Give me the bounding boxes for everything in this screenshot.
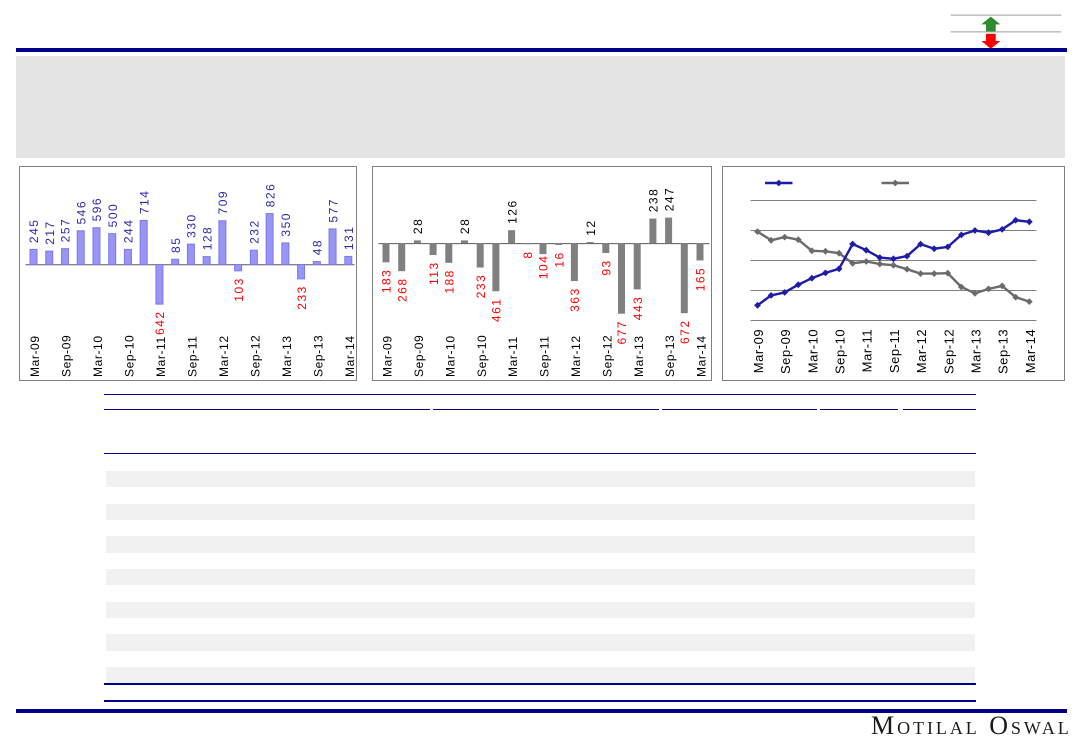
svg-text:48: 48 (311, 239, 325, 255)
svg-text:596: 596 (90, 197, 104, 222)
svg-text:Mar-11: Mar-11 (506, 336, 520, 377)
svg-text:188: 188 (443, 269, 457, 294)
svg-text:245: 245 (27, 219, 41, 244)
svg-text:500: 500 (106, 203, 120, 228)
svg-text:85: 85 (169, 237, 183, 253)
svg-text:Mar-14: Mar-14 (1023, 329, 1038, 373)
svg-text:677: 677 (615, 320, 629, 345)
svg-text:Sep-10: Sep-10 (475, 335, 489, 377)
svg-text:Mar-10: Mar-10 (443, 335, 457, 377)
svg-text:131: 131 (342, 226, 356, 251)
svg-text:Mar-11: Mar-11 (860, 329, 875, 373)
svg-text:233: 233 (295, 285, 309, 310)
svg-text:238: 238 (647, 188, 661, 213)
svg-text:Sep-12: Sep-12 (248, 335, 262, 377)
svg-text:709: 709 (216, 190, 230, 215)
svg-text:Mar-12: Mar-12 (569, 335, 583, 377)
svg-text:28: 28 (458, 218, 472, 234)
svg-text:Sep-10: Sep-10 (833, 329, 848, 374)
svg-text:Sep-11: Sep-11 (186, 336, 200, 377)
svg-text:28: 28 (411, 218, 425, 234)
svg-text:Sep-11: Sep-11 (538, 336, 552, 377)
svg-text:Mar-13: Mar-13 (280, 335, 294, 377)
svg-text:165: 165 (694, 267, 708, 292)
svg-text:461: 461 (490, 298, 504, 323)
svg-text:Mar-11: Mar-11 (154, 336, 168, 377)
svg-text:232: 232 (248, 219, 262, 244)
svg-text:Sep-13: Sep-13 (311, 335, 325, 377)
svg-text:233: 233 (474, 274, 488, 299)
svg-text:12: 12 (584, 219, 598, 235)
svg-text:Mar-09: Mar-09 (751, 329, 766, 373)
svg-text:363: 363 (568, 287, 582, 312)
svg-text:826: 826 (263, 183, 277, 208)
svg-text:642: 642 (153, 310, 167, 335)
svg-text:Mar-14: Mar-14 (343, 335, 357, 377)
svg-text:Mar-12: Mar-12 (217, 335, 231, 377)
svg-text:714: 714 (137, 190, 151, 215)
svg-text:104: 104 (537, 255, 551, 280)
svg-text:Sep-12: Sep-12 (600, 335, 614, 377)
svg-text:Mar-14: Mar-14 (695, 335, 709, 377)
svg-text:93: 93 (600, 259, 614, 275)
svg-text:113: 113 (427, 261, 441, 285)
svg-text:Sep-09: Sep-09 (60, 335, 74, 377)
svg-text:8: 8 (521, 250, 535, 258)
svg-text:16: 16 (552, 251, 566, 267)
svg-text:Sep-12: Sep-12 (941, 329, 956, 374)
svg-text:Mar-13: Mar-13 (968, 329, 983, 373)
svg-text:Sep-11: Sep-11 (887, 329, 902, 373)
svg-text:Sep-13: Sep-13 (663, 335, 677, 377)
svg-text:Mar-10: Mar-10 (805, 329, 820, 373)
svg-text:350: 350 (279, 212, 293, 237)
svg-text:672: 672 (678, 319, 692, 344)
svg-text:244: 244 (122, 219, 136, 244)
svg-text:577: 577 (326, 198, 340, 223)
svg-text:Sep-09: Sep-09 (412, 335, 426, 377)
svg-text:257: 257 (59, 218, 73, 243)
svg-text:Mar-12: Mar-12 (914, 329, 929, 373)
svg-text:103: 103 (232, 277, 246, 302)
svg-text:247: 247 (662, 187, 676, 212)
svg-text:546: 546 (74, 200, 88, 225)
svg-text:128: 128 (200, 226, 214, 251)
svg-text:443: 443 (631, 296, 645, 321)
svg-text:Mar-10: Mar-10 (91, 335, 105, 377)
svg-text:Mar-13: Mar-13 (632, 335, 646, 377)
svg-text:Sep-13: Sep-13 (996, 329, 1011, 374)
svg-text:217: 217 (43, 220, 57, 245)
svg-text:183: 183 (380, 269, 394, 294)
svg-text:330: 330 (185, 213, 199, 238)
svg-text:Sep-10: Sep-10 (123, 335, 137, 377)
svg-text:Sep-09: Sep-09 (778, 329, 793, 374)
svg-text:Mar-09: Mar-09 (381, 335, 395, 377)
svg-text:268: 268 (395, 277, 409, 302)
svg-text:126: 126 (505, 199, 519, 224)
svg-text:Mar-09: Mar-09 (28, 335, 42, 377)
